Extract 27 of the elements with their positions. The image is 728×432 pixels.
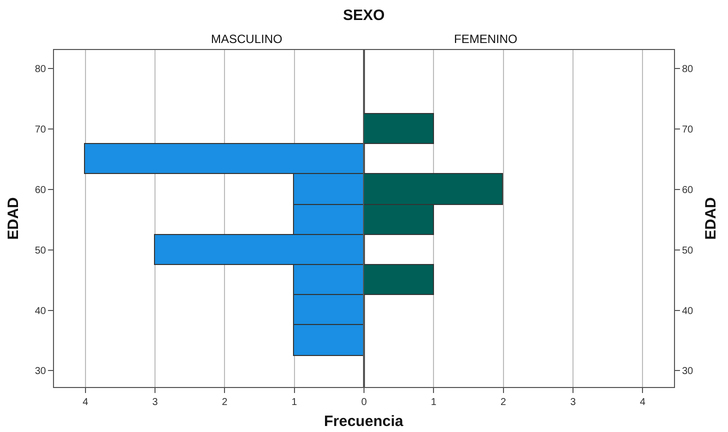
x-tick-label: 4	[82, 397, 89, 408]
y-tick-label: 60	[682, 185, 694, 196]
y2-axis-title: EDAD	[702, 197, 720, 240]
x-tick-label: 3	[570, 397, 576, 408]
x-tick-label: 3	[152, 397, 158, 408]
y-tick-label: 60	[34, 185, 46, 196]
y-tick-label: 50	[682, 245, 694, 256]
y-tick-label: 40	[34, 306, 46, 317]
y-tick-label: 40	[682, 306, 694, 317]
text: SEXO	[343, 7, 386, 24]
y-tick-label: 80	[682, 64, 694, 76]
chart-title: FEMENINO	[454, 32, 518, 46]
chart-title: MASCULINO	[211, 32, 282, 46]
y-axis-title: EDAD	[5, 197, 22, 240]
x-axis-title: Frecuencia	[324, 413, 404, 430]
y-tick-label: 50	[34, 245, 46, 256]
x-tick-label: 0	[361, 397, 368, 408]
x-tick-label: 2	[500, 397, 507, 408]
y-tick-label: 70	[34, 124, 46, 136]
x-tick-label: 4	[640, 397, 646, 408]
y-tick-label: 30	[682, 366, 694, 378]
x-tick-label: 1	[430, 397, 437, 408]
y-tick-label: 30	[34, 366, 46, 378]
x-tick-label: 1	[292, 397, 298, 408]
y-tick-label: 80	[34, 64, 46, 76]
y-tick-label: 70	[682, 124, 694, 136]
x-tick-label: 2	[222, 397, 228, 408]
